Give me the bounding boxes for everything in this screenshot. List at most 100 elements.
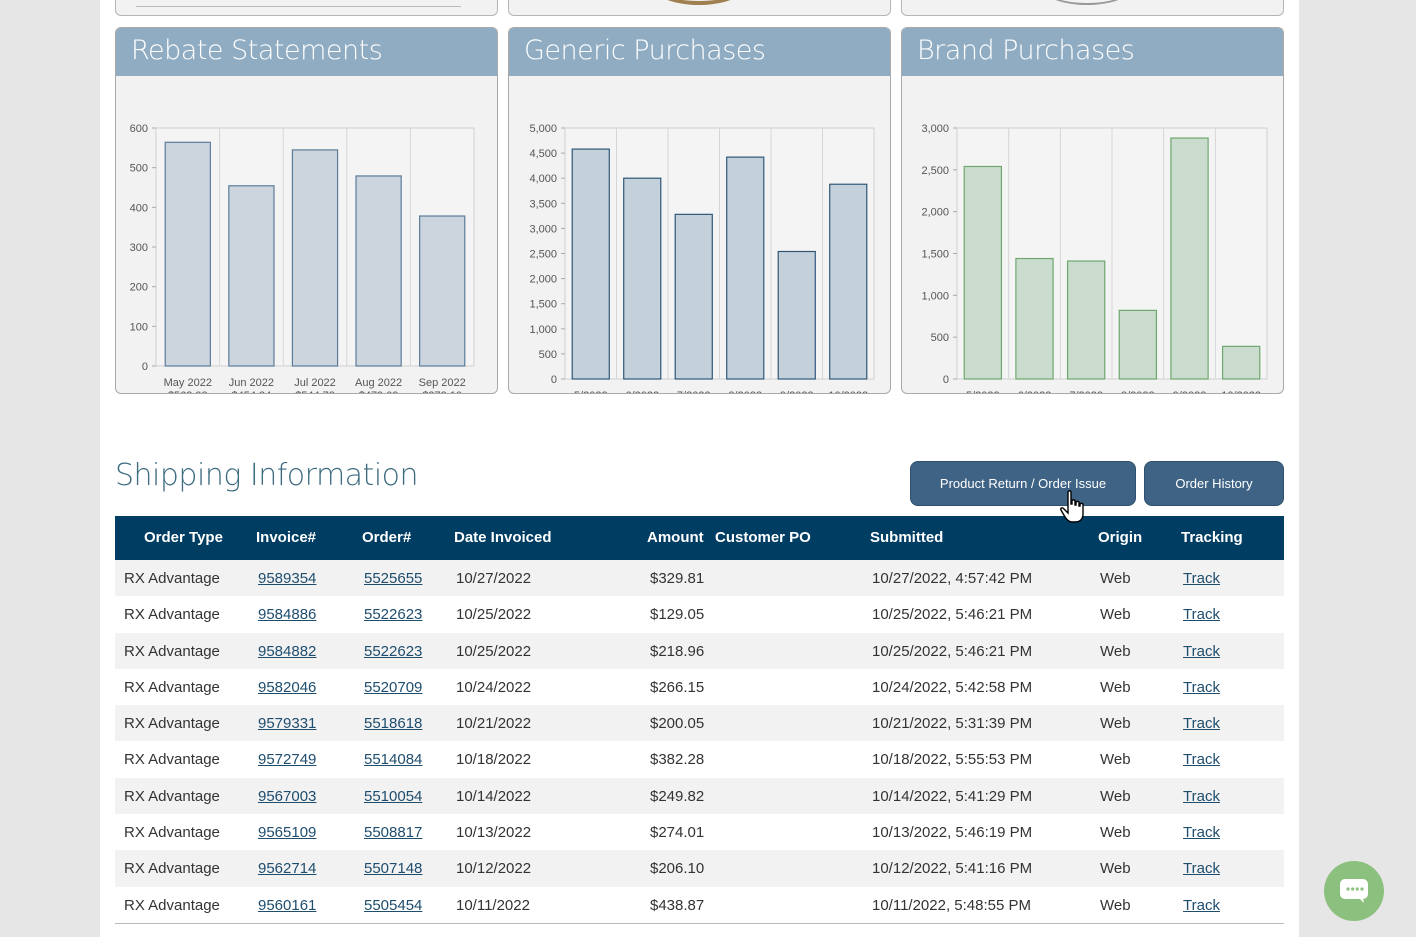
invoice-link[interactable]: 9582046 [258,678,317,696]
order-link[interactable]: 5520709 [364,678,423,696]
invoice-cell: 9579331 [258,715,316,732]
table-row: RX Advantage 9560161 5505454 10/11/2022 $438… [115,887,1284,923]
bar-10-2022[interactable] [1221,345,1261,380]
track-link[interactable]: Track [1183,678,1220,696]
date-invoiced-cell: 10/27/2022 [456,570,532,587]
col-order-type[interactable]: Order Type [144,529,223,546]
x-tick-label: 7/2022 [1069,390,1103,394]
y-tick-label: 3,000 [529,223,557,235]
chat-button[interactable] [1324,861,1384,921]
bar-9-2022[interactable] [1170,137,1209,380]
bar-aug-2022[interactable] [355,175,402,367]
x-tick-label: 8/2022 [1121,390,1155,394]
bar-sep-2022[interactable] [419,215,466,367]
amount-cell: $329.81 [650,570,705,587]
order-link[interactable]: 5525655 [364,570,423,587]
order-link[interactable]: 5507148 [364,860,423,878]
origin-cell: Web [1100,570,1131,587]
card-title: Rebate Statements [116,28,497,76]
origin-cell: Web [1100,787,1131,805]
order-link[interactable]: 5522623 [364,606,423,624]
order-type-cell: RX Advantage [124,860,220,878]
order-type-cell: RX Advantage [124,678,220,696]
hand-pointer-icon [1060,490,1084,523]
col-amount[interactable]: Amount [647,529,704,546]
table-row: RX Advantage 9584882 5522623 10/25/2022 $218… [115,632,1284,669]
track-link[interactable]: Track [1183,860,1220,878]
track-link[interactable]: Track [1183,570,1220,587]
y-tick-label: 400 [130,202,148,214]
order-link[interactable]: 5514084 [364,751,423,769]
order-link[interactable]: 5508817 [364,824,423,842]
bar-8-2022[interactable] [726,156,765,380]
y-tick-label: 1,000 [921,290,949,302]
col-tracking[interactable]: Tracking [1181,529,1243,546]
table-row: RX Advantage 9589354 5525655 10/27/2022 $329… [115,560,1284,597]
y-tick-label: 3,000 [921,123,949,135]
invoice-link[interactable]: 9567003 [258,787,317,805]
bar-7-2022[interactable] [1066,260,1106,380]
rebate-chart: 600 500 400 300 200 100 0 May 2022$563.98 Jun 20… [130,123,475,393]
invoice-link[interactable]: 9572749 [258,751,317,769]
bar-7-2022[interactable] [674,213,713,380]
order-link[interactable]: 5522623 [364,642,423,660]
invoice-cell: 9584882 [258,643,316,660]
invoice-link[interactable]: 9565109 [258,824,317,842]
col-submitted[interactable]: Submitted [870,529,944,546]
track-link[interactable]: Track [1183,715,1220,733]
bar-9-2022[interactable] [777,250,816,380]
submitted-cell: 10/25/2022, 5:46:21 PM [872,642,1033,660]
col-date-invoiced[interactable]: Date Invoiced [454,529,552,546]
order-history-button[interactable]: Order History [1144,461,1284,506]
chat-bubble-icon [1340,879,1368,903]
bar-jun-2022[interactable] [228,185,275,367]
amount-cell: $249.82 [650,787,705,805]
col-origin[interactable]: Origin [1098,529,1143,546]
order-link[interactable]: 5505454 [364,896,423,914]
invoice-link[interactable]: 9579331 [258,715,317,733]
track-cell: Track [1183,788,1220,805]
track-cell: Track [1183,897,1220,914]
invoice-link[interactable]: 9584882 [258,642,317,660]
bar-10-2022[interactable] [829,183,868,380]
bar-jul-2022[interactable] [291,149,339,367]
x-tick-label: 7/2022 [677,390,711,394]
prev-card-left [115,0,498,16]
order-cell: 5522623 [364,643,422,660]
track-link[interactable]: Track [1183,751,1220,769]
submitted-cell: 10/27/2022, 4:57:42 PM [872,570,1033,587]
invoice-cell: 9572749 [258,751,316,768]
bar-8-2022[interactable] [1118,309,1158,380]
col-invoice[interactable]: Invoice# [256,529,317,546]
col-customer-po[interactable]: Customer PO [715,529,811,546]
y-tick-label: 100 [130,321,148,333]
submitted-cell: 10/21/2022, 5:31:39 PM [872,715,1033,733]
bar-5-2022[interactable] [963,165,1003,380]
date-invoiced-cell: 10/25/2022 [456,642,532,660]
invoice-link[interactable]: 9589354 [258,570,317,587]
bar-6-2022[interactable] [623,177,662,380]
invoice-link[interactable]: 9560161 [258,896,317,914]
bar-6-2022[interactable] [1015,257,1054,380]
order-cell: 5510054 [364,788,422,805]
x-tick-label: 9/2022 [1173,390,1207,394]
invoice-link[interactable]: 9562714 [258,860,317,878]
bar-may-2022[interactable] [164,141,211,367]
order-cell: 5520709 [364,679,422,696]
track-link[interactable]: Track [1183,896,1220,914]
card-title: Brand Purchases [902,28,1283,76]
track-cell: Track [1183,606,1220,623]
col-order[interactable]: Order# [362,529,412,546]
track-cell: Track [1183,860,1220,877]
invoice-link[interactable]: 9584886 [258,606,317,624]
order-link[interactable]: 5510054 [364,787,423,805]
track-link[interactable]: Track [1183,787,1220,805]
y-tick-label: 2,000 [529,274,557,286]
track-link[interactable]: Track [1183,642,1220,660]
order-link[interactable]: 5518618 [364,715,423,733]
product-return-button[interactable]: Product Return / Order Issue [910,461,1136,506]
track-link[interactable]: Track [1183,824,1220,842]
track-link[interactable]: Track [1183,606,1220,624]
x-tick-label: 9/2022 [780,390,814,394]
bar-5-2022[interactable] [571,148,610,380]
